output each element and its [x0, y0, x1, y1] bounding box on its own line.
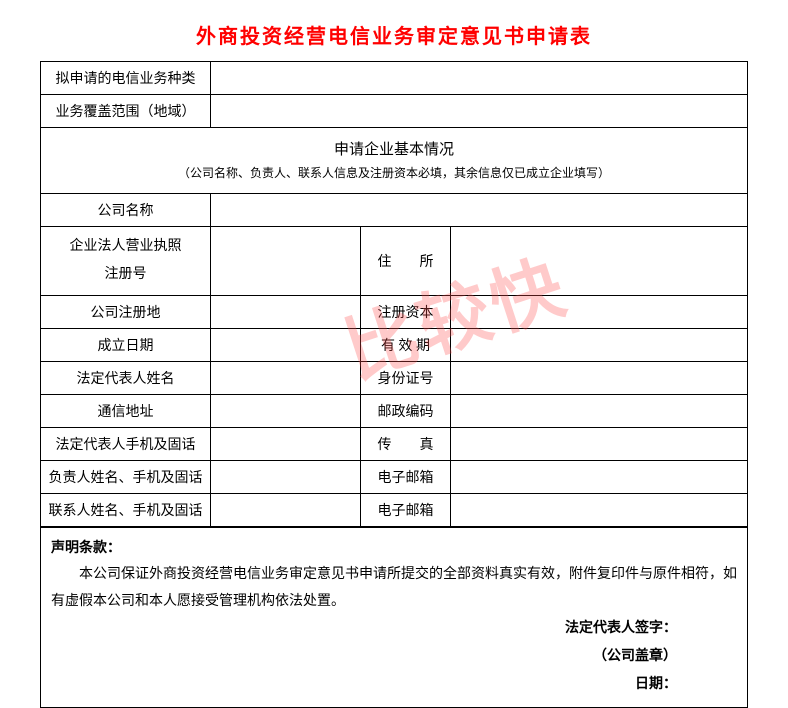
row-legal-rep: 法定代表人姓名 身份证号: [41, 361, 748, 394]
row-section-sub: （公司名称、负责人、联系人信息及注册资本必填，其余信息仅已成立企业填写）: [41, 161, 748, 193]
label-legal-phone: 法定代表人手机及固话: [41, 427, 211, 460]
label-email2: 电子邮箱: [361, 493, 451, 527]
label-email1: 电子邮箱: [361, 460, 451, 493]
value-manager[interactable]: [211, 460, 361, 493]
label-fax: 传 真: [361, 427, 451, 460]
value-license[interactable]: [211, 226, 361, 295]
label-mail-addr: 通信地址: [41, 394, 211, 427]
declaration-cell: 声明条款： 本公司保证外商投资经营电信业务审定意见书申请所提交的全部资料真实有效…: [41, 527, 748, 708]
value-company-name[interactable]: [211, 193, 748, 226]
value-est-date[interactable]: [211, 328, 361, 361]
row-license: 企业法人营业执照 注册号 住 所: [41, 226, 748, 295]
signature-line-2: （公司盖章）: [51, 643, 737, 671]
row-legal-phone: 法定代表人手机及固话 传 真: [41, 427, 748, 460]
value-legal-rep[interactable]: [211, 361, 361, 394]
value-email1[interactable]: [451, 460, 748, 493]
row-company-name: 公司名称: [41, 193, 748, 226]
row-declaration: 声明条款： 本公司保证外商投资经营电信业务审定意见书申请所提交的全部资料真实有效…: [41, 527, 748, 708]
row-reg-place: 公司注册地 注册资本: [41, 295, 748, 328]
form-title: 外商投资经营电信业务审定意见书申请表: [40, 20, 748, 49]
value-fax[interactable]: [451, 427, 748, 460]
row-manager: 负责人姓名、手机及固话 电子邮箱: [41, 460, 748, 493]
value-legal-phone[interactable]: [211, 427, 361, 460]
label-valid: 有 效 期: [361, 328, 451, 361]
value-coverage[interactable]: [211, 95, 748, 128]
signature-line-3: 日期：: [51, 671, 737, 699]
value-mail-addr[interactable]: [211, 394, 361, 427]
row-est-date: 成立日期 有 效 期: [41, 328, 748, 361]
value-capital[interactable]: [451, 295, 748, 328]
label-contact: 联系人姓名、手机及固话: [41, 493, 211, 527]
label-reg-place: 公司注册地: [41, 295, 211, 328]
value-valid[interactable]: [451, 328, 748, 361]
value-id[interactable]: [451, 361, 748, 394]
label-address: 住 所: [361, 226, 451, 295]
signature-line-1: 法定代表人签字：: [51, 615, 737, 643]
label-coverage: 业务覆盖范围（地域）: [41, 95, 211, 128]
value-contact[interactable]: [211, 493, 361, 527]
label-business-type: 拟申请的电信业务种类: [41, 62, 211, 95]
label-id: 身份证号: [361, 361, 451, 394]
declaration-title: 声明条款：: [51, 536, 737, 563]
row-mail-addr: 通信地址 邮政编码: [41, 394, 748, 427]
value-address[interactable]: [451, 226, 748, 295]
label-capital: 注册资本: [361, 295, 451, 328]
section-sub: （公司名称、负责人、联系人信息及注册资本必填，其余信息仅已成立企业填写）: [41, 161, 748, 193]
label-legal-rep: 法定代表人姓名: [41, 361, 211, 394]
row-coverage: 业务覆盖范围（地域）: [41, 95, 748, 128]
value-zip[interactable]: [451, 394, 748, 427]
declaration-body: 本公司保证外商投资经营电信业务审定意见书申请所提交的全部资料真实有效，附件复印件…: [51, 562, 737, 615]
label-est-date: 成立日期: [41, 328, 211, 361]
value-business-type[interactable]: [211, 62, 748, 95]
application-form-table: 拟申请的电信业务种类 业务覆盖范围（地域） 申请企业基本情况 （公司名称、负责人…: [40, 61, 748, 708]
value-email2[interactable]: [451, 493, 748, 527]
row-business-type: 拟申请的电信业务种类: [41, 62, 748, 95]
label-zip: 邮政编码: [361, 394, 451, 427]
label-license: 企业法人营业执照 注册号: [41, 226, 211, 295]
row-contact: 联系人姓名、手机及固话 电子邮箱: [41, 493, 748, 527]
label-manager: 负责人姓名、手机及固话: [41, 460, 211, 493]
row-section-header: 申请企业基本情况: [41, 128, 748, 162]
label-company-name: 公司名称: [41, 193, 211, 226]
value-reg-place[interactable]: [211, 295, 361, 328]
section-header: 申请企业基本情况: [41, 128, 748, 162]
